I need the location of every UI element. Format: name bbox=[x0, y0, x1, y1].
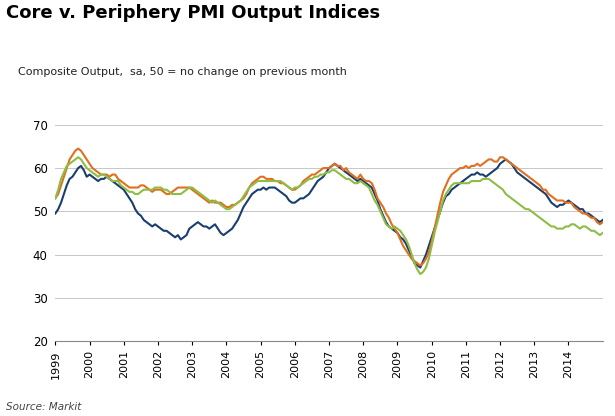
Germany bbox=[205, 226, 213, 231]
Germany bbox=[52, 211, 59, 216]
France bbox=[191, 189, 199, 194]
France bbox=[528, 176, 535, 181]
Germany bbox=[528, 181, 535, 186]
France bbox=[576, 209, 584, 214]
Rest of Eurozone bbox=[52, 196, 59, 201]
Germany bbox=[405, 248, 413, 253]
France bbox=[408, 256, 415, 261]
Line: Germany: Germany bbox=[55, 159, 615, 267]
France bbox=[208, 198, 216, 203]
Germany bbox=[188, 224, 196, 229]
Line: France: France bbox=[55, 149, 615, 265]
Text: Core v. Periphery PMI Output Indices: Core v. Periphery PMI Output Indices bbox=[6, 4, 380, 22]
Germany bbox=[502, 157, 509, 162]
Rest of Eurozone bbox=[74, 155, 82, 160]
Germany bbox=[576, 207, 584, 212]
Text: Source: Markit: Source: Markit bbox=[6, 402, 82, 412]
Rest of Eurozone bbox=[528, 209, 535, 214]
Rest of Eurozone bbox=[576, 226, 584, 231]
Text: Composite Output,  sa, 50 = no change on previous month: Composite Output, sa, 50 = no change on … bbox=[18, 67, 347, 77]
Rest of Eurozone bbox=[408, 252, 415, 257]
Rest of Eurozone bbox=[402, 237, 410, 242]
Rest of Eurozone bbox=[208, 200, 216, 205]
Germany bbox=[416, 265, 424, 270]
Rest of Eurozone bbox=[191, 187, 199, 192]
Germany bbox=[400, 237, 407, 242]
France bbox=[402, 248, 410, 253]
Line: Rest of Eurozone: Rest of Eurozone bbox=[55, 157, 615, 274]
Rest of Eurozone bbox=[416, 272, 424, 277]
France bbox=[74, 146, 82, 151]
France bbox=[416, 263, 424, 268]
France bbox=[52, 196, 59, 201]
